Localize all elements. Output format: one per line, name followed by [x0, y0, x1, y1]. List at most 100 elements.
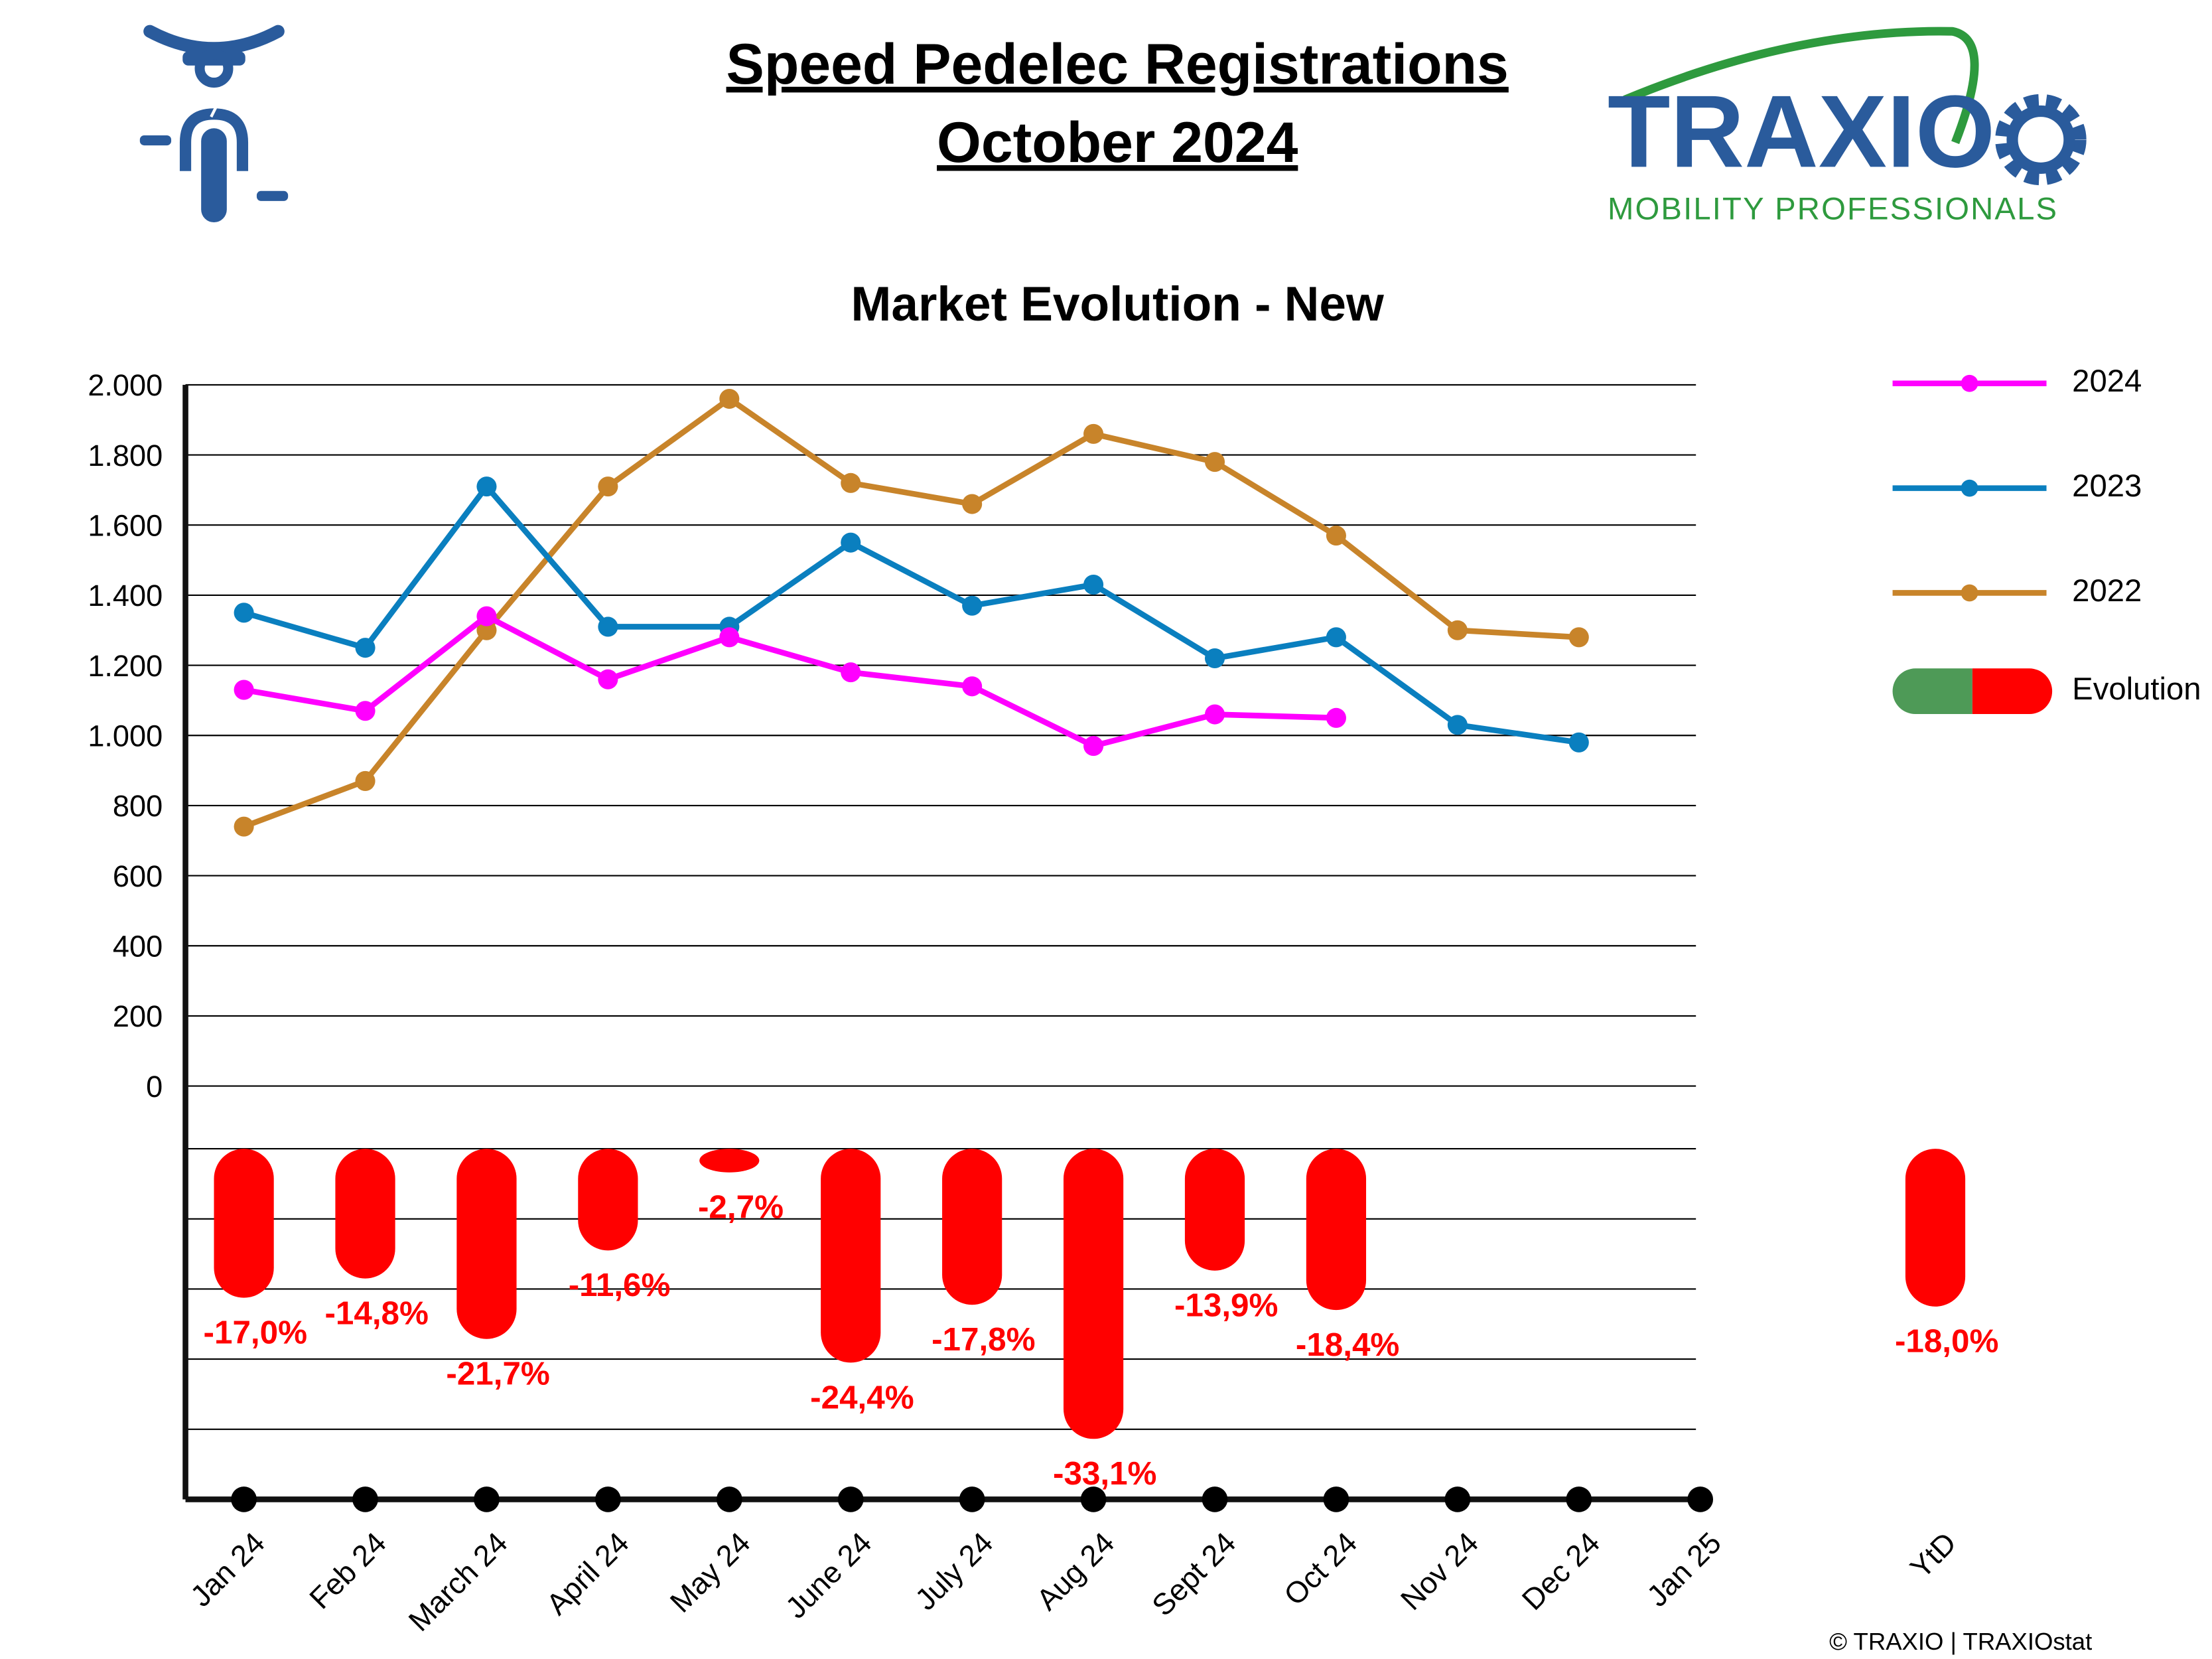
- evolution-bar: [1306, 1149, 1367, 1311]
- series-point: [598, 669, 618, 689]
- series-point: [962, 494, 983, 514]
- legend-marker: [1961, 479, 1978, 497]
- series-line: [243, 482, 1580, 746]
- series-point: [476, 606, 497, 626]
- series-point: [1326, 627, 1346, 648]
- series-point: [1204, 452, 1225, 472]
- evolution-bar: [335, 1149, 395, 1279]
- evolution-label: -33,1%: [1053, 1455, 1156, 1492]
- x-tick-label: Feb 24: [303, 1526, 392, 1615]
- logo-swoosh: [1623, 27, 1979, 145]
- y-tick-label: 2.000: [88, 368, 163, 402]
- series-point: [962, 595, 983, 616]
- y-tick-label: 200: [113, 999, 163, 1033]
- x-axis-dot: [1080, 1486, 1107, 1512]
- y-tick-label: 1.400: [88, 579, 163, 613]
- evolution-bar: [942, 1149, 1002, 1305]
- logo-gear: [1995, 94, 2087, 186]
- x-tick-label: May 24: [663, 1526, 757, 1619]
- x-axis-dot: [1202, 1486, 1228, 1512]
- series-point: [962, 676, 983, 697]
- evolution-bar: [456, 1149, 517, 1339]
- y-tick-label: 1.600: [88, 508, 163, 542]
- x-axis-dot: [1323, 1486, 1349, 1512]
- series-point: [1083, 736, 1104, 757]
- series-point: [1447, 715, 1468, 735]
- legend-marker: [1961, 374, 1978, 392]
- evolution-bar: [1063, 1149, 1124, 1439]
- legend-label: 2023: [2072, 469, 2142, 504]
- evolution-bar: [1184, 1149, 1245, 1271]
- evolution-bar: [821, 1149, 881, 1363]
- evolution-label: -21,7%: [446, 1356, 549, 1392]
- x-axis-dot: [474, 1486, 500, 1512]
- series-point: [1326, 526, 1346, 546]
- series-point: [719, 627, 740, 648]
- legend-label: Evolution: [2072, 672, 2201, 707]
- x-axis-dot: [595, 1486, 621, 1512]
- x-axis-dot: [716, 1486, 742, 1512]
- x-tick-label: June 24: [779, 1526, 878, 1625]
- series-point: [476, 620, 497, 640]
- series-point: [355, 770, 376, 791]
- series-point: [841, 662, 861, 683]
- x-tick-label: Dec 24: [1515, 1526, 1606, 1617]
- x-axis-dot: [1444, 1486, 1471, 1512]
- footer: © TRAXIO | TRAXIOstat: [1829, 1628, 2092, 1655]
- x-tick-label: July 24: [908, 1526, 999, 1617]
- x-tick-label: March 24: [402, 1526, 514, 1638]
- page-subtitle: October 2024: [937, 111, 1298, 175]
- series-point: [355, 701, 376, 721]
- x-axis-dot: [837, 1486, 864, 1512]
- series-line: [243, 395, 1580, 830]
- evolution-label: -14,8%: [324, 1295, 428, 1331]
- legend-label: 2024: [2072, 364, 2142, 399]
- series-point: [841, 472, 861, 493]
- x-tick-label: Oct 24: [1277, 1526, 1363, 1612]
- series-point: [719, 388, 740, 409]
- legend-marker: [1961, 584, 1978, 602]
- series-point: [234, 816, 254, 837]
- evolution-label: -17,8%: [932, 1321, 1035, 1358]
- series-point: [1083, 423, 1104, 444]
- evolution-label: -13,9%: [1174, 1287, 1278, 1324]
- evolution-bar: [1905, 1149, 1966, 1307]
- x-tick-label: YtD: [1903, 1526, 1963, 1585]
- logo-tagline: MOBILITY PROFESSIONALS: [1608, 191, 2058, 226]
- evolution-label: -11,6%: [569, 1267, 671, 1303]
- series-point: [1204, 704, 1225, 725]
- x-tick-label: Sept 24: [1145, 1526, 1242, 1623]
- page-title: Speed Pedelec Registrations: [726, 33, 1509, 96]
- x-tick-label: Jan 24: [184, 1526, 271, 1613]
- series-point: [598, 476, 618, 497]
- evolution-bar: [699, 1149, 760, 1173]
- evolution-label: -18,0%: [1895, 1323, 1998, 1360]
- series-point: [1204, 648, 1225, 669]
- series-point: [598, 616, 618, 637]
- evolution-bar: [214, 1149, 274, 1298]
- series-point: [1568, 732, 1589, 753]
- series-point: [1568, 627, 1589, 648]
- y-tick-label: 1.800: [88, 439, 163, 472]
- series-point: [234, 680, 254, 700]
- x-axis-dot: [1687, 1486, 1714, 1512]
- legend-swatch: [1972, 668, 2053, 715]
- y-tick-label: 1.000: [88, 719, 163, 753]
- chart-title: Market Evolution - New: [851, 277, 1384, 331]
- series-point: [1083, 575, 1104, 595]
- x-axis-dot: [959, 1486, 985, 1512]
- legend-swatch: [1892, 668, 1972, 715]
- y-tick-label: 800: [113, 789, 163, 823]
- x-axis-dot: [231, 1486, 257, 1512]
- series-point: [355, 638, 376, 658]
- series-point: [234, 603, 254, 623]
- evolution-label: -2,7%: [698, 1189, 784, 1226]
- series-line: [243, 613, 1337, 749]
- evolution-bar: [578, 1149, 638, 1251]
- y-tick-label: 600: [113, 859, 163, 893]
- legend-label: 2022: [2072, 573, 2142, 609]
- x-tick-label: Aug 24: [1030, 1526, 1121, 1617]
- x-tick-label: Jan 25: [1640, 1526, 1728, 1613]
- x-axis-dot: [1566, 1486, 1592, 1512]
